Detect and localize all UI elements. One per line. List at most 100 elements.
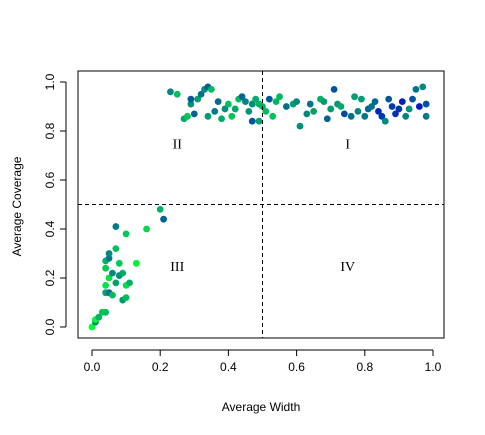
x-tick-label: 0.0 bbox=[84, 360, 101, 374]
data-point bbox=[262, 108, 270, 115]
data-point bbox=[160, 215, 168, 223]
data-point bbox=[207, 85, 215, 93]
data-point bbox=[388, 103, 396, 110]
data-point bbox=[337, 103, 345, 110]
y-tick-label: 1.0 bbox=[43, 73, 57, 90]
data-point bbox=[402, 112, 410, 120]
data-point bbox=[303, 110, 311, 118]
y-tick-label: 0.4 bbox=[43, 220, 57, 237]
data-point bbox=[323, 115, 331, 123]
data-point bbox=[361, 112, 369, 120]
data-point bbox=[327, 105, 335, 113]
data-point bbox=[126, 279, 133, 287]
data-point bbox=[368, 103, 376, 110]
y-axis: 0.0 0.2 0.4 0.6 0.8 1.0 bbox=[43, 73, 67, 335]
data-point bbox=[419, 83, 427, 91]
data-point bbox=[409, 95, 416, 103]
data-point bbox=[296, 122, 304, 130]
data-point bbox=[320, 98, 328, 105]
data-point bbox=[112, 245, 120, 253]
quadrant-label: III bbox=[170, 260, 184, 275]
data-point bbox=[385, 95, 393, 103]
data-point bbox=[221, 105, 229, 113]
data-point bbox=[218, 115, 225, 123]
data-point bbox=[269, 112, 277, 120]
x-tick-label: 0.8 bbox=[356, 360, 373, 374]
data-point bbox=[306, 100, 314, 108]
data-point bbox=[405, 105, 413, 113]
data-point bbox=[252, 95, 260, 103]
data-point bbox=[422, 100, 430, 108]
data-point bbox=[371, 98, 379, 105]
data-point bbox=[340, 110, 348, 118]
data-point bbox=[109, 291, 116, 299]
data-point bbox=[190, 110, 198, 118]
x-axis-title: Average Width bbox=[222, 400, 301, 414]
data-point bbox=[395, 105, 403, 113]
x-tick-label: 0.4 bbox=[220, 360, 237, 374]
data-point bbox=[115, 259, 123, 267]
data-point bbox=[112, 223, 120, 230]
data-point bbox=[228, 112, 236, 120]
data-point bbox=[351, 93, 358, 101]
data-point bbox=[167, 88, 174, 96]
data-point bbox=[187, 95, 195, 103]
data-point bbox=[415, 103, 423, 110]
data-point bbox=[282, 103, 290, 110]
data-point bbox=[105, 250, 113, 257]
y-tick-label: 0.0 bbox=[43, 318, 57, 335]
data-point bbox=[122, 294, 130, 301]
data-point bbox=[381, 117, 389, 125]
data-point bbox=[122, 230, 130, 238]
y-tick-label: 0.6 bbox=[43, 171, 57, 188]
data-point bbox=[156, 206, 164, 213]
data-point bbox=[347, 112, 355, 120]
data-point bbox=[378, 112, 386, 120]
data-point bbox=[354, 108, 362, 115]
data-point bbox=[102, 264, 110, 272]
data-point bbox=[102, 281, 110, 289]
data-point bbox=[132, 259, 140, 267]
data-point bbox=[88, 323, 96, 331]
data-point bbox=[398, 98, 406, 105]
data-point bbox=[184, 112, 191, 120]
data-point bbox=[211, 108, 219, 115]
y-axis-title: Average Coverage bbox=[10, 156, 24, 256]
data-point bbox=[422, 112, 430, 120]
x-tick-label: 0.2 bbox=[152, 360, 169, 374]
data-point bbox=[187, 100, 195, 108]
data-point bbox=[119, 269, 127, 277]
y-tick-label: 0.8 bbox=[43, 122, 57, 139]
data-point bbox=[204, 112, 212, 120]
data-point bbox=[214, 98, 222, 105]
data-point bbox=[330, 85, 338, 93]
x-tick-label: 1.0 bbox=[425, 360, 442, 374]
data-point bbox=[248, 100, 256, 108]
data-point bbox=[105, 255, 113, 262]
data-point bbox=[225, 100, 232, 108]
data-point bbox=[412, 85, 420, 93]
data-point bbox=[194, 95, 202, 103]
data-point bbox=[95, 313, 103, 321]
data-point bbox=[102, 308, 110, 316]
y-tick-label: 0.2 bbox=[43, 269, 57, 286]
data-point bbox=[238, 93, 246, 101]
x-tick-label: 0.6 bbox=[288, 360, 305, 374]
data-point bbox=[143, 225, 150, 233]
x-axis: 0.0 0.2 0.4 0.6 0.8 1.0 bbox=[84, 349, 442, 374]
data-point bbox=[276, 93, 283, 101]
data-point bbox=[173, 90, 181, 98]
data-point bbox=[245, 108, 253, 115]
data-point bbox=[293, 98, 300, 105]
data-point bbox=[357, 95, 365, 103]
data-point bbox=[197, 90, 205, 98]
data-point bbox=[105, 274, 113, 282]
plot-area-border bbox=[77, 70, 445, 339]
data-point bbox=[231, 105, 239, 113]
data-point bbox=[272, 98, 280, 105]
data-point bbox=[375, 108, 382, 115]
data-point bbox=[112, 279, 120, 287]
points-layer bbox=[88, 83, 430, 331]
